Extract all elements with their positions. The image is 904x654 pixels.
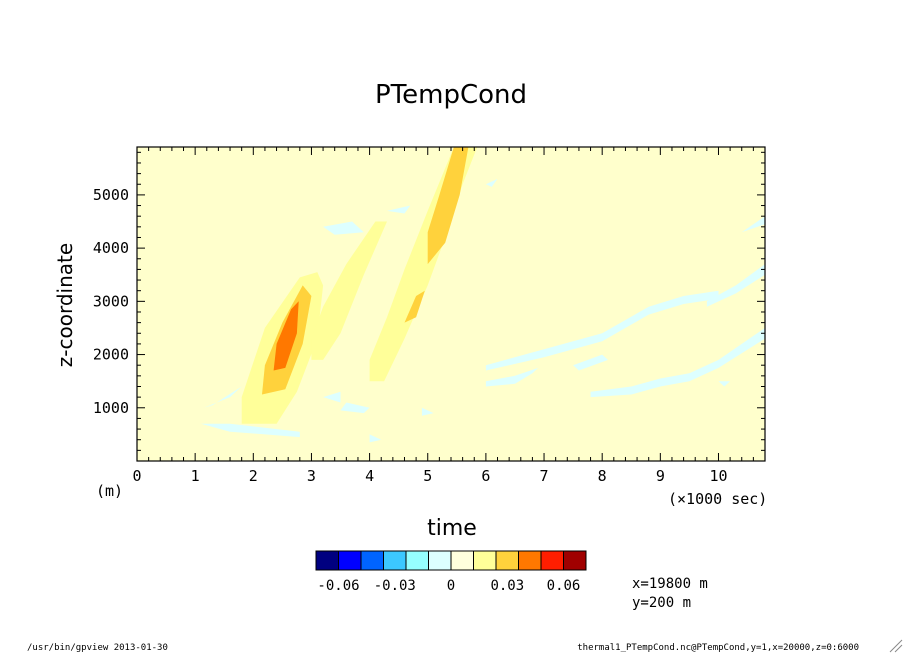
colorbar-swatch <box>315 550 339 571</box>
colorbar-swatch <box>450 550 474 571</box>
colorbar-swatch <box>338 550 362 571</box>
x-tick-label: 2 <box>249 467 258 485</box>
x-tick-label: 3 <box>307 467 316 485</box>
contour-fill-negative <box>421 407 434 416</box>
colorbar-swatch <box>428 550 452 571</box>
contour-fill-negative <box>369 434 382 443</box>
colorbar-swatch <box>360 550 384 571</box>
x-tick-label: 4 <box>365 467 374 485</box>
colorbar-tick-label: 0.06 <box>547 578 581 594</box>
contour-fill-negative <box>590 327 765 398</box>
contour-fill-negative <box>706 264 765 307</box>
chart-title: PTempCond <box>375 80 527 110</box>
contour-fill-negative <box>485 178 498 187</box>
x-tick-label: 5 <box>423 467 432 485</box>
contour-fills <box>201 147 765 443</box>
y-axis-ticks: 1000 2000 3000 4000 5000 <box>93 151 765 451</box>
contour-fill-negative <box>323 391 341 403</box>
contour-fill-negative <box>573 354 608 371</box>
y-tick-label: 5000 <box>93 186 129 204</box>
annotation-x: x=19800 m <box>632 576 708 592</box>
colorbar-swatch <box>473 550 497 571</box>
contour-fill-band3-core <box>427 147 469 265</box>
contour-fill-plume1-core <box>273 301 299 371</box>
y-tick-label: 1000 <box>93 399 129 417</box>
x-tick-label: 1 <box>191 467 200 485</box>
contour-fill-negative <box>485 367 539 387</box>
x-axis-label: time <box>427 516 477 541</box>
contour-fill-negative <box>741 216 765 233</box>
colorbar <box>315 550 587 571</box>
annotation-y: y=200 m <box>632 595 691 611</box>
contour-fill-negative <box>340 402 370 414</box>
resize-grip-icon[interactable] <box>889 639 903 653</box>
y-tick-label: 3000 <box>93 292 129 310</box>
y-unit-label: (m) <box>96 482 123 500</box>
x-tick-label: 9 <box>656 467 665 485</box>
y-axis-label: z-coordinate <box>53 243 77 367</box>
colorbar-tick-label: -0.03 <box>374 578 416 594</box>
contour-fill-band3-core-low <box>404 290 425 323</box>
x-tick-label: 8 <box>598 467 607 485</box>
colorbar-swatch <box>405 550 429 571</box>
contour-fill-band2 <box>311 221 387 360</box>
footer-right: thermal1_PTempCond.nc@PTempCond,y=1,x=20… <box>577 643 859 653</box>
y-tick-label: 4000 <box>93 239 129 257</box>
colorbar-swatch <box>518 550 542 571</box>
colorbar-swatch <box>563 550 587 571</box>
colorbar-tick-label: 0 <box>447 578 455 594</box>
x-tick-label: 10 <box>709 467 727 485</box>
colorbar-swatch <box>383 550 407 571</box>
colorbar-swatch <box>540 550 564 571</box>
plot-area: 0 1 2 3 4 5 6 7 8 9 10 1000 2000 3000 4000 5000 <box>93 146 766 485</box>
y-tick-label: 2000 <box>93 346 129 364</box>
colorbar-swatch <box>495 550 519 571</box>
contour-fill-negative <box>485 290 719 371</box>
x-tick-label: 0 <box>132 467 141 485</box>
contour-fill-negative <box>323 221 364 235</box>
colorbar-tick-labels: -0.06 -0.03 0 0.03 0.06 <box>317 578 580 594</box>
x-axis-ticks: 0 1 2 3 4 5 6 7 8 9 10 <box>132 147 766 485</box>
x-unit-label: (×1000 sec) <box>668 490 767 508</box>
colorbar-tick-label: 0.03 <box>490 578 524 594</box>
contour-fill-negative <box>201 423 300 438</box>
contour-fill-negative <box>387 205 411 214</box>
x-tick-label: 7 <box>540 467 549 485</box>
footer-left: /usr/bin/gpview 2013-01-30 <box>27 643 168 653</box>
colorbar-tick-label: -0.06 <box>317 578 359 594</box>
contour-fill-negative <box>718 381 731 387</box>
x-tick-label: 6 <box>481 467 490 485</box>
